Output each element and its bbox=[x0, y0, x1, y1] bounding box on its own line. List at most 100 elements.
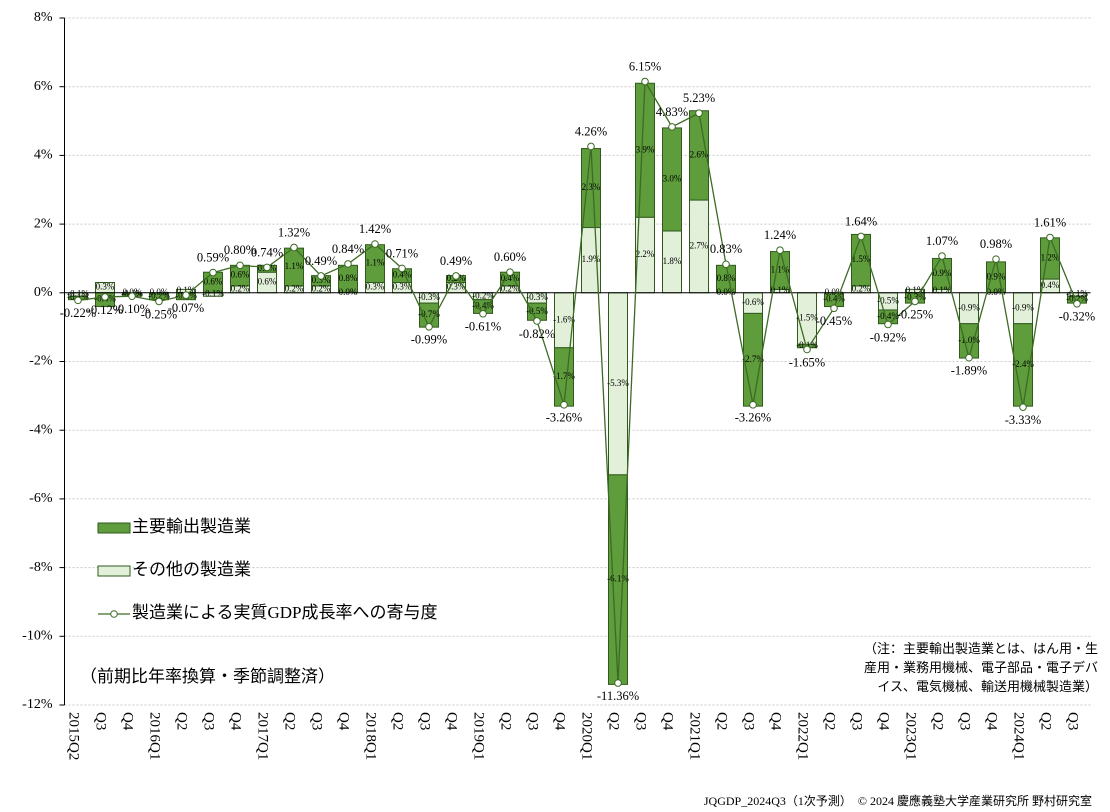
segment-label: -0.3% bbox=[904, 292, 926, 302]
y-tick-label: -6% bbox=[29, 491, 53, 506]
total-label: 0.59% bbox=[197, 250, 229, 264]
segment-label: 0.8% bbox=[717, 273, 736, 283]
total-label: -1.65% bbox=[789, 355, 825, 369]
line-point bbox=[830, 304, 838, 313]
segment-label: 0.0% bbox=[123, 287, 142, 297]
segment-label: 0.6% bbox=[204, 277, 223, 287]
segment-label: 0.1% bbox=[771, 285, 790, 295]
segment-label: -1.0% bbox=[958, 335, 980, 345]
segment-label: -1.6% bbox=[553, 314, 575, 324]
line-point bbox=[209, 268, 217, 277]
x-tick-label: Q3 bbox=[1065, 712, 1081, 730]
legend-label: 製造業による実質GDP成長率への寄与度 bbox=[132, 603, 438, 622]
segment-label: 0.1% bbox=[177, 285, 196, 295]
line-point bbox=[263, 263, 271, 272]
line-point bbox=[452, 272, 460, 280]
x-tick-label: Q2 bbox=[1038, 712, 1054, 730]
y-tick-label: -8% bbox=[29, 560, 53, 575]
x-tick-label: Q3 bbox=[93, 712, 109, 730]
y-tick-label: -2% bbox=[29, 354, 53, 369]
y-tick-label: 6% bbox=[34, 79, 53, 94]
segment-label: 1.5% bbox=[852, 254, 871, 264]
line-point bbox=[560, 400, 568, 409]
segment-label: 0.4% bbox=[1041, 280, 1060, 290]
line-point bbox=[128, 292, 136, 301]
total-label: -1.89% bbox=[951, 364, 987, 378]
note: 産用・業務用機械、電子部品・電子デバ bbox=[864, 660, 1098, 675]
line-point bbox=[290, 243, 298, 252]
total-label: 0.83% bbox=[710, 242, 742, 256]
total-label: 0.49% bbox=[305, 254, 337, 268]
x-tick-label: 2017Q1 bbox=[255, 712, 271, 760]
segment-label: -0.3% bbox=[526, 292, 548, 302]
x-tick-label: 2024Q1 bbox=[1011, 712, 1027, 760]
segment-label: 2.2% bbox=[636, 249, 655, 259]
line-point bbox=[722, 260, 730, 269]
segment-label: 0.6% bbox=[231, 270, 250, 280]
total-label: -0.25% bbox=[897, 307, 933, 321]
segment-label: -2.4% bbox=[1012, 359, 1034, 369]
legend-swatch bbox=[97, 565, 131, 577]
total-label: 1.61% bbox=[1034, 215, 1066, 229]
total-label: 0.84% bbox=[332, 242, 364, 256]
segment-label: 1.8% bbox=[663, 256, 682, 266]
total-label: -0.22% bbox=[60, 306, 96, 320]
line-point bbox=[398, 264, 406, 273]
line-point bbox=[182, 291, 190, 300]
x-tick-label: Q3 bbox=[741, 712, 757, 730]
x-tick-label: Q2 bbox=[822, 712, 838, 730]
segment-label: -0.3% bbox=[418, 292, 440, 302]
line-point bbox=[668, 123, 676, 131]
segment-label: -0.5% bbox=[877, 295, 899, 305]
segment-label: -0.7% bbox=[418, 309, 440, 319]
line-point bbox=[344, 260, 352, 268]
x-tick-label: 2021Q1 bbox=[687, 712, 703, 760]
segment-label: 0.3% bbox=[96, 282, 115, 292]
segment-label: -0.5% bbox=[526, 306, 548, 316]
x-tick-label: Q2 bbox=[714, 712, 730, 730]
line-point bbox=[776, 246, 784, 255]
line-point bbox=[317, 272, 325, 280]
total-label: -0.12% bbox=[87, 303, 123, 317]
segment-label: 0.0% bbox=[825, 287, 844, 297]
segment-label: 0.0% bbox=[339, 287, 358, 297]
total-label: 0.80% bbox=[224, 243, 256, 257]
line-point bbox=[641, 77, 649, 86]
total-label: 0.71% bbox=[386, 246, 418, 260]
line-point bbox=[479, 309, 487, 318]
total-label: 4.83% bbox=[656, 105, 688, 119]
segment-label: -0.4% bbox=[823, 294, 845, 304]
segment-label: -0.4% bbox=[472, 301, 494, 311]
line-point bbox=[857, 232, 865, 241]
segment-label: 3.9% bbox=[636, 144, 655, 154]
segment-label: 0.3% bbox=[366, 282, 385, 292]
note: イス、電気機械、輸送用機械製造業） bbox=[877, 679, 1098, 694]
total-label: -0.92% bbox=[870, 330, 906, 344]
line-point bbox=[587, 142, 595, 151]
x-tick-label: Q3 bbox=[201, 712, 217, 730]
line-point bbox=[1046, 233, 1054, 242]
total-label: 1.07% bbox=[926, 234, 958, 248]
segment-label: 0.3% bbox=[447, 282, 466, 292]
x-tick-label: Q3 bbox=[633, 712, 649, 730]
segment-label: 0.9% bbox=[933, 268, 952, 278]
total-label: -3.26% bbox=[546, 411, 582, 425]
y-tick-label: 4% bbox=[34, 148, 53, 163]
x-tick-label: Q2 bbox=[390, 712, 406, 730]
line-point bbox=[506, 268, 514, 276]
legend-label: 主要輸出製造業 bbox=[132, 517, 251, 536]
x-tick-label: Q3 bbox=[417, 712, 433, 730]
segment-label: 3.0% bbox=[663, 174, 682, 184]
segment-label: -0.9% bbox=[1012, 302, 1034, 312]
total-label: -0.32% bbox=[1059, 310, 1095, 324]
x-tick-label: 2016Q1 bbox=[147, 712, 163, 760]
total-label: -0.82% bbox=[519, 327, 555, 341]
x-tick-label: 2022Q1 bbox=[795, 712, 811, 760]
x-tick-label: Q2 bbox=[498, 712, 514, 730]
segment-label: -6.1% bbox=[607, 574, 629, 584]
line-point bbox=[236, 261, 244, 270]
segment-label: -1.5% bbox=[796, 313, 818, 323]
x-tick-label: Q4 bbox=[336, 712, 352, 731]
segment-label: 1.1% bbox=[366, 258, 385, 268]
total-label: -3.26% bbox=[735, 411, 771, 425]
